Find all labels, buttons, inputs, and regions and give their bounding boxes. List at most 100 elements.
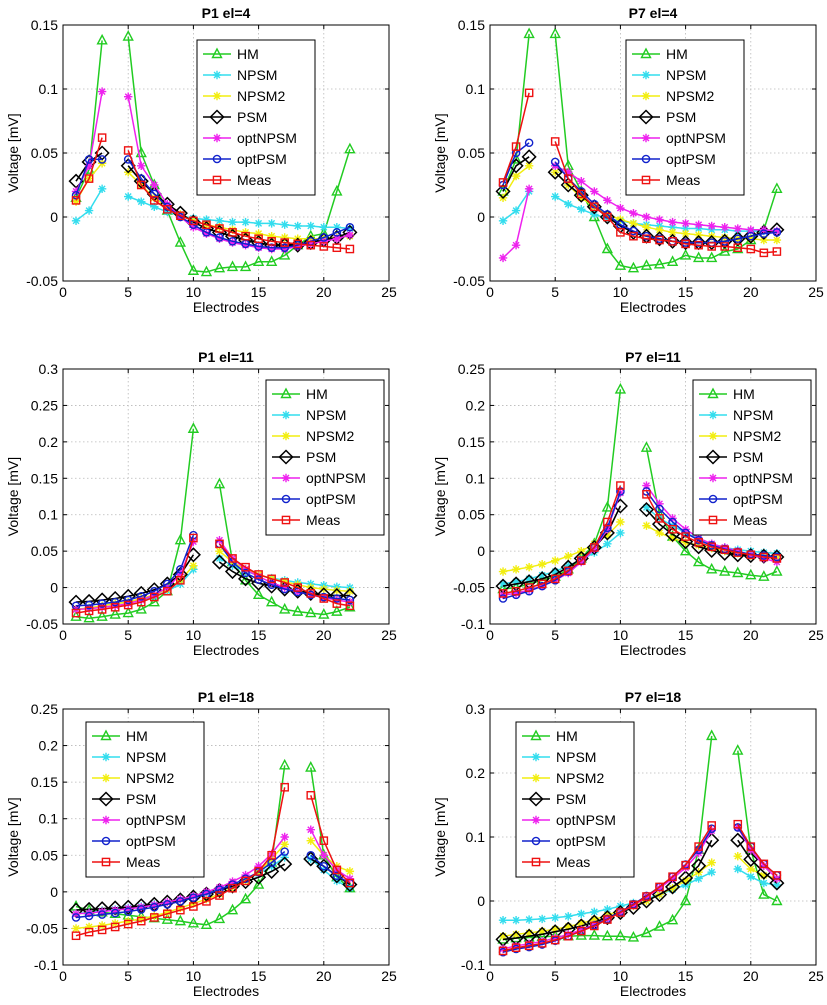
data-point-meas (163, 205, 172, 214)
y-tick-label: 0.25 (458, 361, 485, 377)
data-point-optnpsm (524, 184, 534, 194)
data-point-meas (254, 867, 263, 876)
data-point-npsm2 (746, 234, 755, 243)
legend-label-psm: PSM (306, 449, 336, 465)
data-point-npsm2 (163, 908, 172, 917)
data-point-npsm (511, 577, 521, 586)
data-point-meas (655, 882, 664, 892)
data-point-hm (226, 260, 239, 272)
data-point-meas (241, 562, 250, 572)
data-point-meas (603, 212, 612, 222)
data-point-hm (305, 761, 317, 772)
legend-label-npsm2: NPSM2 (733, 428, 781, 444)
data-point-npsm2 (668, 884, 677, 893)
legend-label-npsm: NPSM (237, 67, 277, 83)
data-point-optnpsm (564, 568, 573, 578)
data-point-optnpsm (629, 208, 638, 218)
data-point-hm (213, 261, 226, 273)
data-point-psm (277, 856, 293, 872)
data-point-npsm (215, 554, 224, 563)
data-point-optpsm (163, 899, 172, 909)
data-point-meas (241, 231, 250, 241)
data-point-meas (332, 243, 342, 253)
data-point-psm (107, 900, 123, 916)
data-point-optnpsm (564, 930, 573, 939)
data-point-npsm (345, 884, 355, 893)
y-tick-label: 0 (477, 209, 485, 225)
y-tick-label: 0.15 (458, 17, 485, 33)
data-point-psm (717, 233, 733, 249)
series-line-meas (737, 823, 778, 876)
data-point-meas (772, 871, 782, 880)
data-point-npsm2 (537, 560, 547, 569)
data-point-meas (629, 231, 638, 241)
y-tick-label: 0.2 (466, 397, 486, 413)
legend-marker-optnpsm (641, 133, 651, 143)
data-point-hm (588, 929, 600, 940)
data-point-npsm (551, 913, 560, 922)
data-point-optnpsm (655, 499, 664, 508)
data-point-meas (655, 235, 664, 245)
legend-marker-hm (640, 47, 652, 59)
data-point-npsm2 (498, 932, 508, 941)
series-line-optnpsm (75, 541, 195, 611)
data-point-psm (678, 870, 694, 886)
data-point-npsm2 (759, 235, 769, 245)
data-point-npsm2 (176, 903, 185, 913)
data-point-npsm2 (772, 235, 782, 245)
legend-label-psm: PSM (733, 449, 763, 465)
legend-marker-meas (641, 175, 651, 185)
legend-label-optpsm: optPSM (306, 491, 356, 507)
data-point-optpsm (280, 847, 289, 856)
data-point-hm (706, 729, 718, 741)
data-point-optpsm (345, 595, 355, 605)
legend-label-meas: Meas (237, 172, 271, 188)
data-point-meas (720, 545, 730, 554)
chart-panel: 0 5 10 15 20 25-0.100.10.20.3P7 el=18Electrod… (432, 689, 824, 999)
data-point-hm (122, 606, 134, 618)
series-line-optpsm (127, 158, 351, 249)
x-tick-label: 5 (124, 627, 132, 643)
data-point-meas (668, 237, 677, 246)
data-point-optpsm (267, 580, 276, 589)
data-point-psm (704, 235, 720, 251)
data-point-optnpsm (733, 224, 742, 233)
x-tick-label: 0 (486, 284, 494, 300)
series-line-optpsm (310, 854, 351, 884)
data-point-npsm2 (733, 852, 742, 861)
x-axis-label: Electrodes (193, 299, 259, 315)
data-point-meas (136, 180, 146, 190)
data-point-hm (265, 255, 278, 266)
legend-marker-npsm (641, 70, 651, 80)
series-line-meas (645, 493, 777, 560)
data-point-npsm2 (577, 919, 586, 928)
y-tick-label: -0.1 (34, 957, 58, 973)
data-point-optnpsm (189, 892, 198, 901)
data-point-meas (163, 586, 172, 596)
data-point-meas (149, 913, 159, 922)
series-line-hm (645, 447, 778, 578)
legend-marker-optnpsm (708, 473, 718, 483)
data-point-optnpsm (280, 244, 289, 254)
data-point-meas (576, 189, 586, 199)
data-point-npsm2 (202, 894, 211, 904)
data-point-meas (576, 926, 586, 936)
data-point-optnpsm (280, 583, 289, 592)
data-point-meas (616, 228, 625, 237)
data-point-meas (202, 897, 211, 906)
data-point-meas (746, 842, 756, 851)
data-point-hm (706, 251, 718, 263)
y-tick-label: 0.25 (31, 397, 58, 413)
data-point-meas (280, 578, 289, 587)
data-point-meas (228, 883, 237, 893)
data-point-meas (759, 248, 769, 258)
legend-label-optpsm: optPSM (733, 491, 783, 507)
data-point-optnpsm (332, 234, 342, 243)
data-point-hm (213, 912, 226, 924)
data-point-npsm (498, 579, 508, 589)
series-line-meas (75, 537, 195, 614)
data-point-npsm (590, 210, 599, 219)
data-point-meas (563, 174, 573, 183)
data-point-optnpsm (189, 223, 198, 232)
data-point-hm (719, 565, 731, 576)
